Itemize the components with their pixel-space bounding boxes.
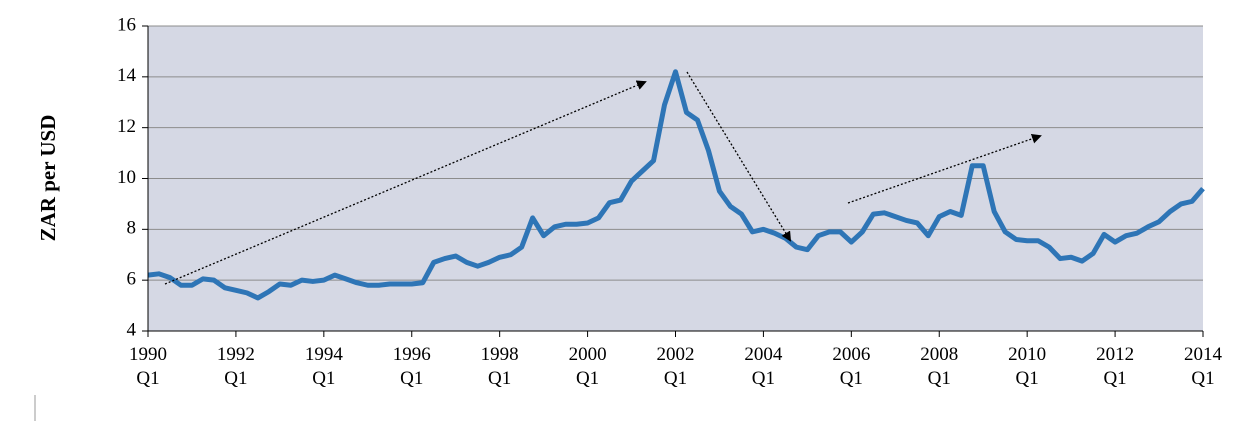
x-tick-label: 2008 Q1 <box>920 344 958 389</box>
x-tick-label: 2010 Q1 <box>1008 344 1046 389</box>
x-tick-label: 2014 Q1 <box>1184 344 1223 389</box>
y-tick-label: 6 <box>127 269 137 290</box>
y-tick-label: 8 <box>127 218 137 239</box>
data-line <box>147 69 1205 301</box>
x-tick-label: 2004 Q1 <box>744 344 783 389</box>
y-tick-label: 10 <box>117 167 136 188</box>
x-tick-label: 1994 Q1 <box>305 344 344 389</box>
annotation-arrows <box>164 71 1042 285</box>
y-tick-label: 12 <box>117 116 136 137</box>
x-tick-label: 2006 Q1 <box>832 344 870 389</box>
x-tick-label: 1996 Q1 <box>393 344 431 389</box>
x-tick-label: 2002 Q1 <box>657 344 695 389</box>
x-tick-label: 2000 Q1 <box>569 344 607 389</box>
y-tick-label: 4 <box>127 319 137 340</box>
x-tick-label: 2012 Q1 <box>1096 344 1134 389</box>
x-tick-label: 1998 Q1 <box>481 344 519 389</box>
y-tick-label: 14 <box>117 65 137 86</box>
y-tick-label: 16 <box>117 14 136 35</box>
x-tick-label: 1992 Q1 <box>217 344 255 389</box>
y-axis-label: ZAR per USD <box>36 115 60 242</box>
x-tick-label: 1990 Q1 <box>129 344 167 389</box>
